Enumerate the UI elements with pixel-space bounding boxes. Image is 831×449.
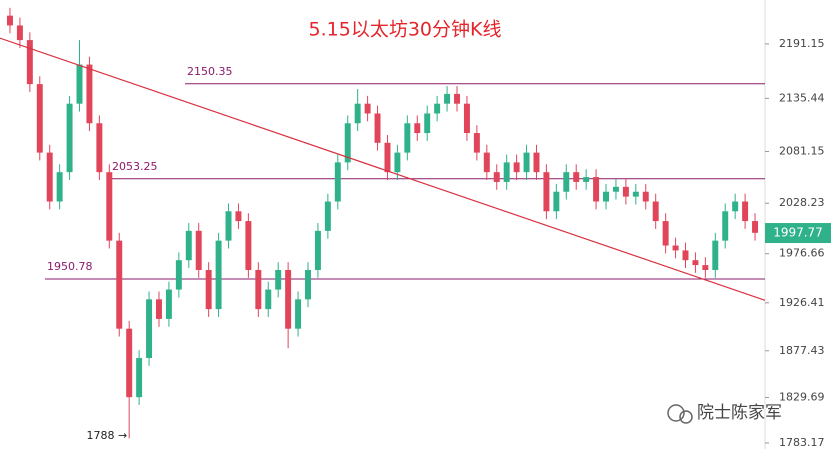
candle-body	[374, 113, 381, 143]
candle-body	[732, 201, 739, 212]
candle-body	[6, 15, 13, 26]
y-tick-label: 1783.17	[779, 436, 825, 449]
level-label: 2053.25	[112, 160, 158, 173]
candle-body	[682, 250, 689, 261]
candle-body	[573, 172, 580, 182]
candle-body	[185, 230, 192, 261]
candle-body	[593, 177, 600, 202]
trendline	[0, 37, 766, 301]
candle-body	[722, 211, 729, 241]
candle-body	[563, 172, 570, 192]
last-price-box	[765, 223, 831, 244]
candle-body	[235, 211, 242, 222]
candle-body	[642, 191, 649, 202]
candle-body	[245, 221, 252, 270]
candle-body	[86, 64, 93, 124]
candle-body	[394, 152, 401, 173]
candle-body	[603, 191, 609, 202]
last-price-label: 1997.77	[773, 226, 823, 240]
candle-body	[116, 240, 123, 329]
candle-body	[523, 152, 530, 173]
candle-body	[285, 269, 292, 329]
candle-body	[156, 299, 162, 319]
candle-body	[742, 201, 749, 222]
watermark-icon	[667, 404, 693, 424]
candle-body	[483, 152, 490, 173]
candle-body	[354, 103, 361, 124]
candle-body	[662, 221, 669, 246]
candle-body	[672, 245, 679, 251]
y-tick-label: 2135.44	[779, 91, 825, 104]
y-tick-label: 1829.69	[779, 390, 825, 403]
candle-body	[454, 93, 460, 104]
candle-body	[513, 162, 520, 173]
y-tick-label: 2028.23	[779, 196, 825, 209]
candle-body	[553, 191, 560, 212]
candle-body	[533, 152, 540, 173]
candle-body	[26, 40, 33, 85]
candle-body	[36, 84, 43, 153]
candle-body	[622, 186, 629, 197]
candle-body	[195, 230, 202, 270]
candle-body	[96, 123, 103, 173]
y-tick-label: 2191.15	[779, 37, 825, 50]
candle-body	[126, 328, 133, 398]
candle-body	[66, 103, 73, 173]
y-tick-label: 1926.41	[779, 296, 825, 309]
y-tick-label: 1976.66	[779, 247, 825, 260]
candle-body	[712, 240, 719, 270]
candle-body	[503, 162, 510, 182]
level-label: 1950.78	[47, 260, 93, 273]
candle-body	[175, 260, 182, 290]
candle-body	[612, 186, 619, 192]
candle-body	[334, 162, 341, 202]
candle-body	[136, 358, 143, 398]
candle-body	[76, 64, 83, 104]
candle-body	[583, 177, 590, 182]
candle-body	[305, 269, 311, 300]
chart-title: 5.15以太坊30分钟K线	[309, 19, 502, 41]
candle-body	[444, 93, 451, 104]
candle-body	[702, 265, 709, 270]
low-annotation: 1788 →	[86, 429, 127, 442]
candle-body	[543, 172, 550, 212]
candle-body	[324, 201, 331, 231]
candle-body	[56, 172, 63, 202]
candle-body	[275, 269, 282, 290]
candle-body	[434, 103, 441, 114]
candle-body	[692, 260, 699, 266]
candle-body	[632, 191, 639, 197]
candle-body	[255, 269, 262, 310]
candle-body	[424, 113, 431, 134]
y-tick-label: 1877.43	[779, 344, 825, 357]
watermark: 院士陈家军	[697, 403, 782, 423]
candle-body	[225, 211, 232, 241]
candle-body	[46, 152, 53, 202]
candle-body	[146, 299, 153, 359]
level-label: 2150.35	[187, 65, 233, 78]
candle-body	[265, 289, 272, 310]
candle-body	[652, 201, 659, 222]
candle-body	[384, 142, 391, 173]
candle-body	[205, 269, 212, 310]
candle-body	[165, 289, 172, 319]
candle-body	[16, 25, 23, 41]
candle-body	[295, 299, 302, 329]
candle-body	[414, 123, 421, 134]
candle-body	[215, 240, 222, 310]
candle-body	[314, 230, 321, 270]
candle-body	[463, 103, 470, 134]
candle-body	[364, 103, 371, 114]
y-tick-label: 2081.15	[779, 144, 825, 157]
candle-body	[404, 123, 411, 153]
candle-body	[493, 172, 500, 182]
candle-body	[106, 172, 113, 241]
candle-body	[473, 133, 480, 153]
candle-body	[752, 221, 759, 233]
candle-body	[344, 123, 351, 163]
